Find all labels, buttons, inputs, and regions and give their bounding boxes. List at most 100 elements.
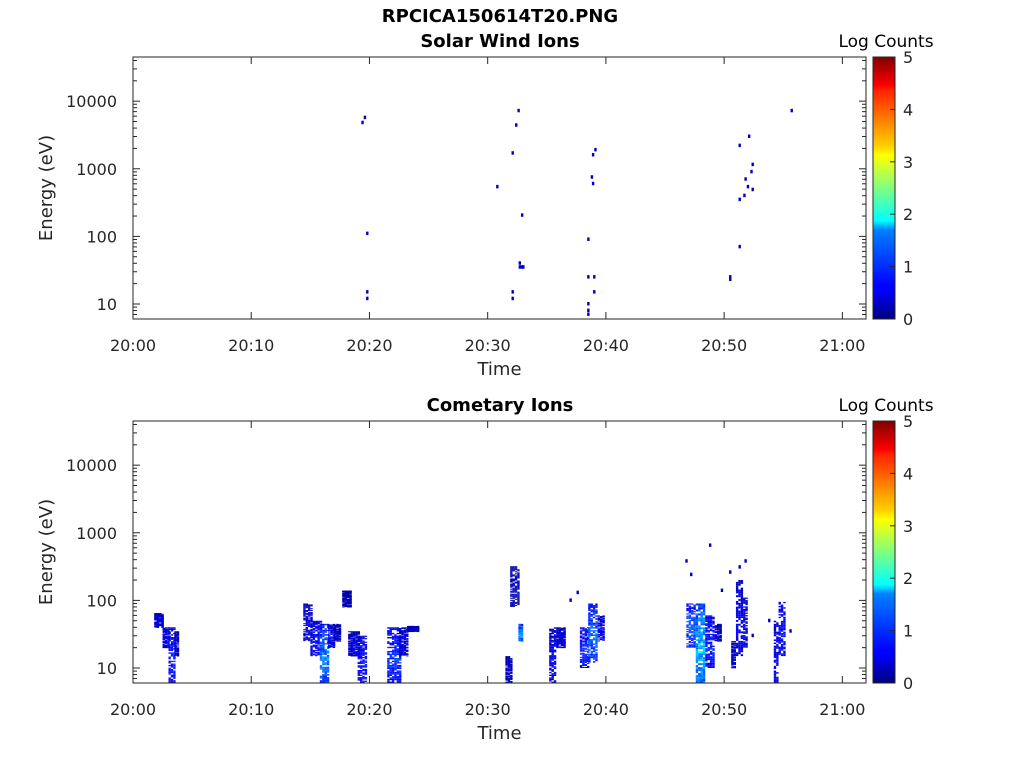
- p2-count-cell: [399, 678, 402, 681]
- p2-count-cell: [399, 651, 402, 653]
- p2-count-cell: [556, 628, 559, 630]
- p2-count-cell: [579, 631, 583, 633]
- p2-count-cell: [162, 633, 165, 635]
- p2-count-cell: [738, 612, 741, 615]
- p2-count-cell: [783, 628, 786, 631]
- p2-count-cell: [362, 660, 365, 662]
- p2-count-cell: [355, 632, 358, 634]
- p2-count-cell: [733, 643, 736, 645]
- p2-count-cell: [174, 649, 177, 651]
- p2-count-cell: [409, 625, 413, 627]
- p2-count-cell: [355, 636, 358, 638]
- p2-count-cell: [549, 649, 552, 651]
- p2-count-cell: [563, 634, 566, 636]
- p2-count-cell: [167, 630, 170, 632]
- p2-count-cell: [695, 639, 699, 642]
- p2-count-cell: [776, 658, 779, 660]
- p2-count-cell: [563, 641, 566, 643]
- p2-count-cell: [705, 657, 708, 659]
- p2-count-cell: [590, 619, 593, 622]
- p2-count-cell: [773, 681, 777, 683]
- p2-count-cell: [319, 666, 323, 669]
- p2-count-cell: [688, 641, 692, 643]
- p2-count-cell: [364, 635, 368, 637]
- p2-count-cell: [780, 641, 784, 643]
- p2-count-cell: [512, 597, 515, 599]
- p2-count-cell: [688, 632, 692, 634]
- p2-count-cell: [602, 616, 605, 618]
- p2-count-cell: [553, 680, 557, 682]
- p2-count-cell: [403, 644, 407, 646]
- p2-count-cell: [590, 625, 593, 628]
- p2-count-cell: [712, 664, 715, 666]
- p2-count-cell: [159, 624, 162, 626]
- p2-count-cell: [740, 604, 744, 607]
- p2-count-cell: [310, 614, 313, 616]
- p2-count-cell: [695, 625, 699, 628]
- p2-count-cell: [778, 627, 781, 629]
- p2-count-cell: [707, 627, 710, 629]
- p2-count-cell: [712, 637, 715, 640]
- p2-count-cell: [595, 622, 598, 625]
- p2-count-cell: [507, 671, 511, 673]
- p2-count-cell: [731, 644, 734, 646]
- p2-count-cell: [176, 652, 180, 654]
- p1-count-point: [790, 108, 793, 113]
- p2-count-cell: [745, 618, 748, 621]
- p2-count-cell: [162, 629, 165, 631]
- p2-count-cell: [159, 614, 162, 616]
- p2-count-cell: [396, 641, 400, 643]
- p2-count-cell: [173, 667, 176, 670]
- p2-count-cell: [303, 611, 306, 613]
- p2-count-cell: [738, 642, 741, 645]
- p2-count-cell: [584, 640, 588, 642]
- p2-count-cell: [560, 643, 564, 645]
- p2-count-cell: [733, 653, 736, 655]
- p2-count-cell: [310, 635, 313, 637]
- p2-count-cell: [595, 655, 598, 657]
- p2-count-cell: [563, 627, 566, 629]
- p2-count-cell: [324, 680, 327, 682]
- p2-count-cell: [512, 574, 515, 576]
- p2-count-cell: [700, 607, 703, 610]
- p2-count-cell: [553, 667, 557, 670]
- p2-count-cell: [778, 646, 781, 648]
- p2-count-cell: [168, 627, 171, 629]
- p2-count-cell: [773, 625, 777, 627]
- p2-count-cell: [517, 574, 520, 576]
- p2-count-cell: [691, 617, 694, 619]
- p1-x-axis-label: Time: [476, 359, 521, 380]
- p2-count-cell: [401, 639, 404, 641]
- p2-count-cell: [399, 646, 402, 648]
- p2-count-cell: [595, 606, 598, 608]
- p2-count-cell: [698, 663, 701, 666]
- p2-count-cell: [396, 630, 400, 632]
- p2-count-cell: [162, 639, 165, 640]
- p2-count-cell: [403, 639, 407, 641]
- p2-count-cell: [176, 647, 180, 649]
- p2-count-cell: [414, 627, 417, 629]
- p2-count-cell: [399, 628, 402, 630]
- p2-count-cell: [387, 641, 390, 643]
- p2-count-cell: [322, 651, 325, 654]
- p2-count-cell: [512, 570, 515, 572]
- p2-count-cell: [387, 630, 390, 632]
- p2-count-cell: [505, 667, 508, 669]
- p2-count-cell: [359, 677, 363, 679]
- p2-count-cell: [553, 634, 557, 636]
- p2-count-cell: [599, 634, 603, 636]
- p2-count-cell: [553, 645, 557, 647]
- p1-count-point: [743, 193, 746, 198]
- p2-count-cell: [399, 644, 402, 646]
- p2-count-cell: [310, 623, 313, 625]
- p2-count-cell: [707, 629, 710, 632]
- p2-count-cell: [595, 625, 598, 628]
- p2-count-cell: [507, 658, 511, 660]
- p2-count-cell: [688, 635, 692, 637]
- p2-count-cell: [344, 599, 348, 601]
- p2-count-cell: [783, 646, 786, 648]
- p2-count-cell: [322, 626, 325, 629]
- p2-count-cell: [588, 658, 591, 660]
- p2-count-cell: [164, 646, 168, 648]
- p2-count-cell: [362, 657, 365, 659]
